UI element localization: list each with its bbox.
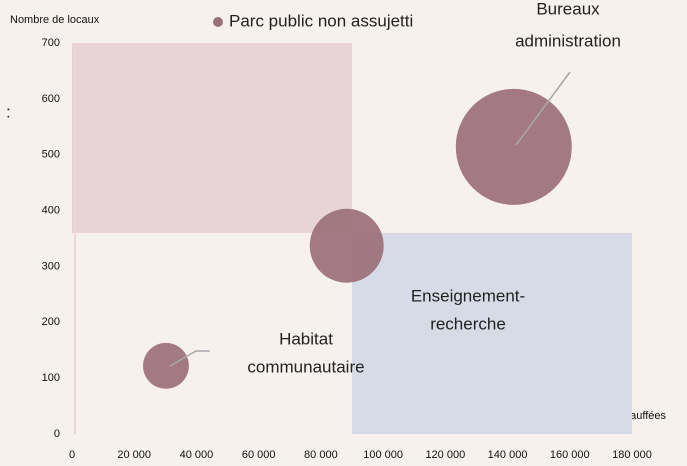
bubble-label: Enseignement- xyxy=(411,286,525,305)
x-tick-label: 120 000 xyxy=(425,449,465,461)
x-tick-label: 140 000 xyxy=(488,449,528,461)
bubble xyxy=(455,88,572,205)
y-tick-label: 500 xyxy=(42,149,60,161)
y-tick-label: 100 xyxy=(42,372,60,384)
y-tick-label: 300 xyxy=(42,260,60,272)
leader-line xyxy=(515,71,571,146)
bubble-label: communautaire xyxy=(247,357,364,376)
legend-label: Parc public non assujetti xyxy=(229,11,413,30)
x-tick-label: 80 000 xyxy=(304,449,338,461)
x-tick-label: 40 000 xyxy=(180,449,214,461)
y-tick-label: 700 xyxy=(42,37,60,49)
x-tick-label: 180 000 xyxy=(612,449,652,461)
x-tick-label: 60 000 xyxy=(242,449,276,461)
y-tick-label: 0 xyxy=(54,428,60,440)
quadrant xyxy=(72,43,352,233)
y-tick-label: 400 xyxy=(42,204,60,216)
y-tick-label: 200 xyxy=(42,316,60,328)
bubble-label: recherche xyxy=(430,314,506,333)
bubble-label: administration xyxy=(515,31,621,50)
x-tick-label: 0 xyxy=(69,449,75,461)
legend-swatch xyxy=(213,17,223,27)
x-tick-label: 20 000 xyxy=(117,449,151,461)
bubble xyxy=(309,208,384,283)
bubble-label: Habitat xyxy=(279,329,333,348)
bubble-label: Bureaux xyxy=(536,0,600,18)
quadrant xyxy=(352,232,632,434)
annotation: : xyxy=(6,102,11,121)
y-axis-label: Nombre de locaux xyxy=(10,14,100,26)
x-tick-label: 160 000 xyxy=(550,449,590,461)
leader-line xyxy=(169,350,210,367)
bubble xyxy=(143,342,189,389)
x-tick-label: 100 000 xyxy=(363,449,403,461)
y-tick-label: 600 xyxy=(42,93,60,105)
